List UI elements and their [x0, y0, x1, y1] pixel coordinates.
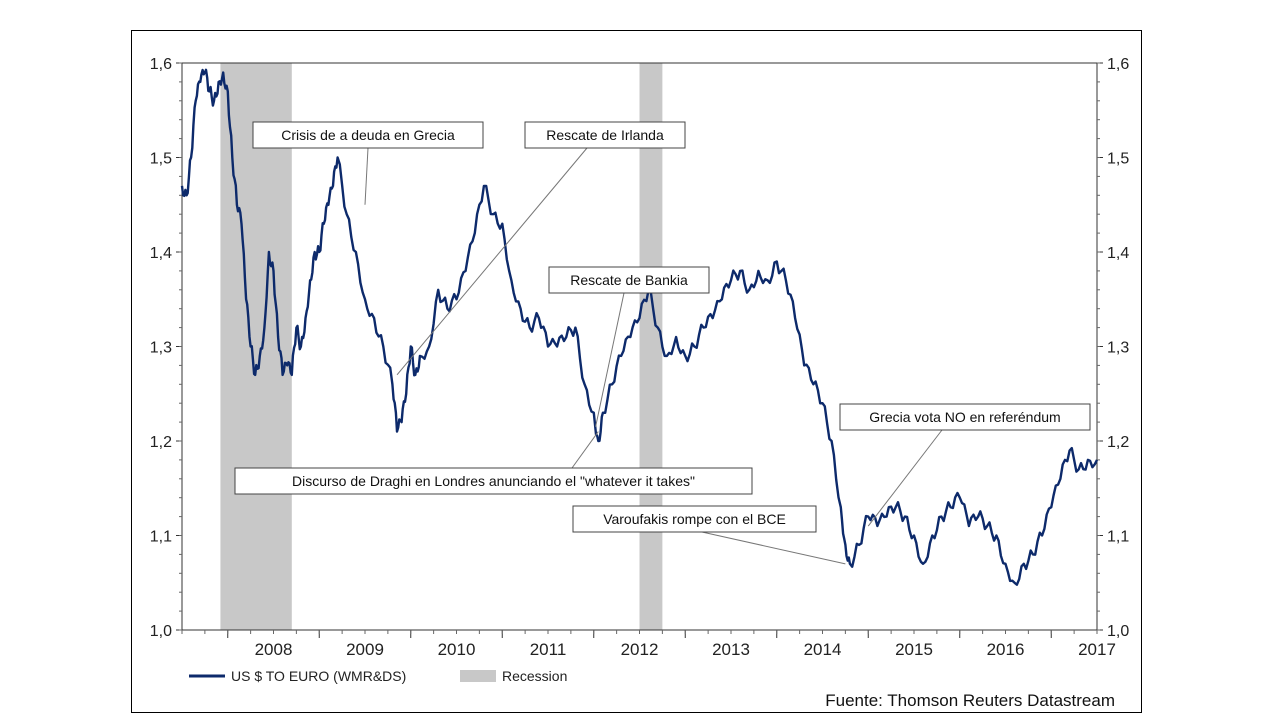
y-tick-label-left: 1,2 [150, 434, 172, 451]
annotation-box [234, 467, 753, 495]
x-tick-label: 2011 [530, 640, 567, 659]
y-tick-label-left: 1,6 [150, 56, 172, 73]
x-tick-label: 2014 [804, 640, 842, 659]
y-tick-label-right: 1,4 [1107, 245, 1129, 262]
legend-label: Recession [502, 668, 567, 684]
y-tick-label-left: 1,4 [150, 245, 172, 262]
x-tick-label: 2010 [438, 640, 476, 659]
annotation-box [572, 505, 817, 533]
y-tick-label-left: 1,1 [150, 529, 172, 546]
annotation-box [839, 403, 1091, 431]
x-tick-label: 2009 [346, 640, 384, 659]
y-tick-label-left: 1,0 [150, 623, 172, 640]
legend-box-swatch [460, 670, 496, 682]
y-tick-label-right: 1,0 [1107, 623, 1129, 640]
annotation-label: Varoufakis rompe con el BCE [603, 511, 786, 527]
annotation-label: Rescate de Bankia [570, 272, 688, 288]
annotation-leader-line [571, 431, 599, 469]
series-line-group [180, 68, 1099, 586]
annotation-leader-line [701, 531, 846, 565]
annotation-box [524, 121, 686, 149]
x-tick-label: 2008 [255, 640, 293, 659]
annotation-leader-line [364, 147, 369, 205]
y-tick-label-right: 1,6 [1107, 56, 1129, 73]
annotation-label: Discurso de Draghi en Londres anunciando… [292, 473, 695, 489]
x-tick-label: 2016 [987, 640, 1025, 659]
annotation-leader-line [595, 292, 625, 427]
y-tick-label-left: 1,3 [150, 340, 172, 357]
annotation-label: Crisis de a deuda en Grecia [281, 127, 455, 143]
legend-label: US $ TO EURO (WMR&DS) [231, 668, 406, 684]
y-tick-label-right: 1,1 [1107, 529, 1129, 546]
series-line-0 [180, 68, 1099, 586]
y-tick-label-right: 1,2 [1107, 434, 1129, 451]
annotation-label: Grecia vota NO en referéndum [869, 409, 1060, 425]
annotation-box [252, 121, 484, 149]
annotation-leader-line [867, 429, 943, 527]
annotation-label: Rescate de Irlanda [546, 127, 664, 143]
x-tick-label: 2015 [895, 640, 933, 659]
legend: US $ TO EURO (WMR&DS) Recession [189, 668, 567, 684]
y-tick-label-left: 1,5 [150, 151, 172, 168]
annotation-leader-line [396, 147, 588, 376]
x-tick-label: 2017 [1078, 640, 1116, 659]
x-tick-label: 2013 [712, 640, 750, 659]
chart-frame: 1,0 1,0 1,1 1,1 1,2 1,2 1,3 1,3 1,4 1,4 1,5 1,5 1,6 1… [131, 30, 1142, 713]
y-tick-label-right: 1,3 [1107, 340, 1129, 357]
y-tick-label-right: 1,5 [1107, 151, 1129, 168]
annotations: Crisis de a deuda en Grecia Rescate de Ir… [234, 121, 1091, 565]
axes: 1,0 1,0 1,1 1,1 1,2 1,2 1,3 1,3 1,4 1,4 1,5 1,5 1,6 1… [150, 56, 1130, 659]
chart-svg: 1,0 1,0 1,1 1,1 1,2 1,2 1,3 1,3 1,4 1,4 1,5 1,5 1,6 1… [150, 56, 1130, 710]
source-label: Fuente: Thomson Reuters Datastream [825, 691, 1115, 710]
x-tick-label: 2012 [621, 640, 659, 659]
annotation-box [548, 266, 710, 294]
